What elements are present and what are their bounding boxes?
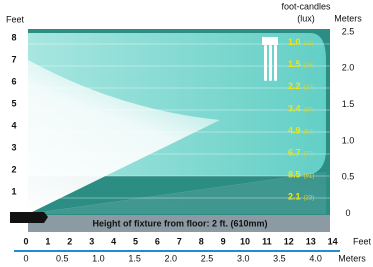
lux-value: (23) [304,195,315,201]
meter-tick: 1.5 [128,253,141,263]
left-tick: 7 [11,54,16,64]
right-tick: 1.5 [342,99,355,109]
lux-value: (37) [304,107,315,113]
lux-label: (lux) [297,13,315,23]
feet-tick: 14 [328,236,338,246]
feet-tick: 4 [111,236,116,246]
fc-value: 4.9 [288,126,301,136]
feet-tick: 1 [45,236,50,246]
lux-value: (72) [304,151,315,157]
meter-tick: 0.5 [56,253,69,263]
fc-value: 1.0 [288,37,301,47]
right-tick: 0.5 [342,172,355,182]
feet-tick: 9 [221,236,226,246]
footer: Height of fixture from floor: 2 ft. (610… [92,218,267,228]
meter-tick: 4.0 [309,253,322,263]
lux-value: (16) [304,63,315,69]
lux-value: (91) [304,173,315,179]
fc-value: 6.7 [288,148,301,158]
right-tick: 2.5 [342,26,355,36]
feet-tick: 0 [23,236,28,246]
fixture [10,212,48,223]
feet-tick: 6 [155,236,160,246]
fc-value: 1.5 [288,59,301,69]
left-tick: 5 [11,98,16,108]
lux-value: (53) [304,129,315,135]
left-tick: 4 [11,120,16,130]
feet-tick: 7 [177,236,182,246]
feet-tick: 12 [284,236,294,246]
fc-value: 8.5 [288,170,301,180]
feet-tick: 11 [262,236,272,246]
right-tick: 2.0 [342,63,355,73]
feet-tick: 2 [67,236,72,246]
right-tick: 1.0 [342,135,355,145]
lux-value: (24) [304,85,315,91]
meter-tick: 0 [23,253,28,263]
left-tick: 6 [11,76,16,86]
fc-value: 2.1 [288,192,301,202]
meter-tick: 1.0 [92,253,105,263]
fc-value: 2.2 [288,82,301,92]
meter-tick: 2.5 [201,253,214,263]
meter-tick: 2.0 [165,253,178,263]
meter-tick: 3.5 [273,253,286,263]
meter-tick: 3.0 [237,253,250,263]
meters-axis-label: Meters [338,253,366,263]
feet-axis-label: Feet [353,236,372,246]
fc-label: foot-candles [281,1,331,11]
left-tick: 3 [11,142,16,152]
lux-value: (11) [304,41,314,47]
meters-label: Meters [334,13,362,23]
lamp-icon [262,37,278,81]
feet-tick: 8 [199,236,204,246]
feet-label: Feet [6,14,25,24]
light-diagram: Feetfoot-candles(lux)Meters876543211.0(1… [0,0,373,267]
left-tick: 2 [11,164,16,174]
feet-tick: 5 [133,236,138,246]
feet-tick: 3 [89,236,94,246]
fc-value: 3.4 [288,104,301,114]
feet-tick: 10 [240,236,250,246]
left-tick: 8 [11,32,16,42]
feet-tick: 13 [306,236,316,246]
left-tick: 1 [11,186,16,196]
right-tick: 0 [345,208,350,218]
